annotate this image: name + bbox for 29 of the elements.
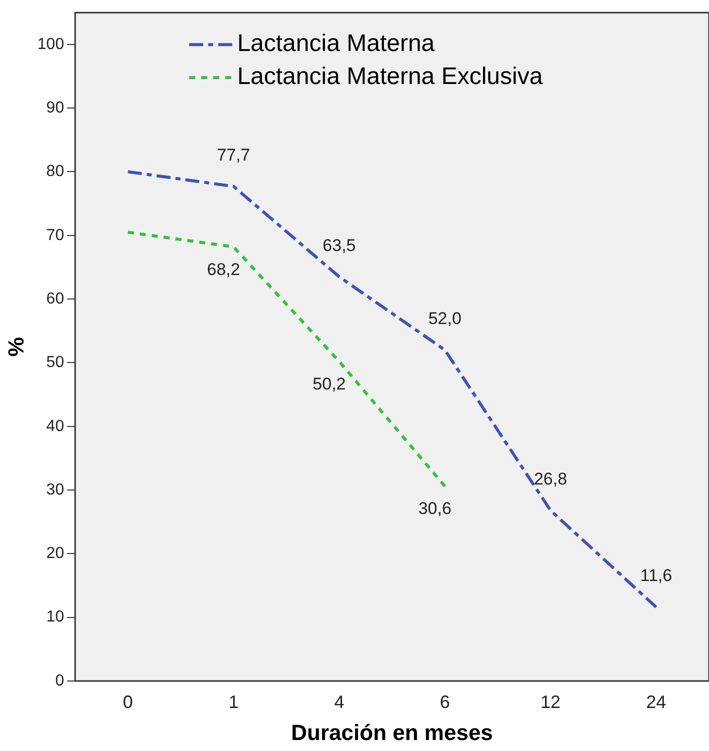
y-tick-label: 80 bbox=[46, 163, 64, 180]
data-label: 50,2 bbox=[312, 374, 346, 394]
y-tick-label: 70 bbox=[46, 226, 64, 244]
y-tick-label: 30 bbox=[46, 481, 64, 498]
x-tick-label: 24 bbox=[646, 692, 666, 712]
y-tick-label: 10 bbox=[46, 608, 64, 626]
data-label: 63,5 bbox=[322, 236, 356, 255]
data-label: 52,0 bbox=[428, 308, 462, 328]
y-tick-label: 20 bbox=[46, 545, 64, 562]
legend-label: Lactancia Materna Exclusiva bbox=[237, 63, 544, 90]
data-label: 77,7 bbox=[217, 145, 250, 164]
x-tick-label: 0 bbox=[122, 692, 133, 712]
x-tick-label: 6 bbox=[440, 692, 450, 712]
legend-label: Lactancia Materna bbox=[237, 30, 436, 58]
data-label: 30,6 bbox=[418, 499, 452, 518]
y-tick-label: 0 bbox=[55, 672, 64, 690]
y-tick-label: 50 bbox=[46, 354, 64, 372]
y-tick-label: 40 bbox=[46, 418, 64, 435]
y-axis-title: % bbox=[3, 337, 28, 357]
y-tick-label: 90 bbox=[46, 99, 64, 116]
data-label: 11,6 bbox=[640, 566, 672, 586]
data-label: 68,2 bbox=[207, 260, 240, 279]
x-axis-title: Duración en meses bbox=[291, 720, 493, 745]
x-tick-label: 12 bbox=[540, 692, 561, 712]
x-tick-label: 4 bbox=[334, 692, 344, 712]
x-tick-label: 1 bbox=[228, 692, 239, 712]
data-label: 26,8 bbox=[534, 469, 568, 488]
y-tick-label: 100 bbox=[37, 36, 64, 53]
y-tick-label: 60 bbox=[46, 290, 64, 308]
